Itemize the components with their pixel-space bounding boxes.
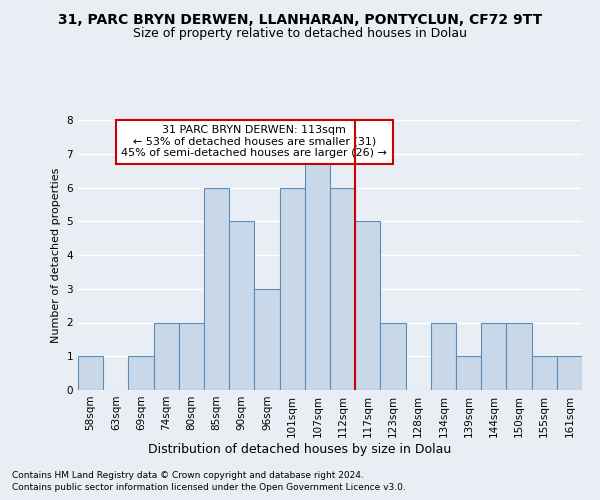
Bar <box>557 356 582 390</box>
Text: Contains public sector information licensed under the Open Government Licence v3: Contains public sector information licen… <box>12 484 406 492</box>
Bar <box>431 322 456 390</box>
Bar <box>154 322 179 390</box>
Bar <box>532 356 557 390</box>
Bar <box>280 188 305 390</box>
Text: 31 PARC BRYN DERWEN: 113sqm
← 53% of detached houses are smaller (31)
45% of sem: 31 PARC BRYN DERWEN: 113sqm ← 53% of det… <box>121 125 388 158</box>
Bar <box>330 188 355 390</box>
Bar <box>506 322 532 390</box>
Bar <box>204 188 229 390</box>
Bar <box>380 322 406 390</box>
Bar <box>128 356 154 390</box>
Bar <box>179 322 204 390</box>
Bar <box>78 356 103 390</box>
Y-axis label: Number of detached properties: Number of detached properties <box>51 168 61 342</box>
Text: Distribution of detached houses by size in Dolau: Distribution of detached houses by size … <box>148 442 452 456</box>
Bar <box>355 221 380 390</box>
Bar <box>254 289 280 390</box>
Text: Contains HM Land Registry data © Crown copyright and database right 2024.: Contains HM Land Registry data © Crown c… <box>12 471 364 480</box>
Text: Size of property relative to detached houses in Dolau: Size of property relative to detached ho… <box>133 28 467 40</box>
Text: 31, PARC BRYN DERWEN, LLANHARAN, PONTYCLUN, CF72 9TT: 31, PARC BRYN DERWEN, LLANHARAN, PONTYCL… <box>58 12 542 26</box>
Bar <box>481 322 506 390</box>
Bar <box>229 221 254 390</box>
Bar <box>456 356 481 390</box>
Bar <box>305 154 330 390</box>
